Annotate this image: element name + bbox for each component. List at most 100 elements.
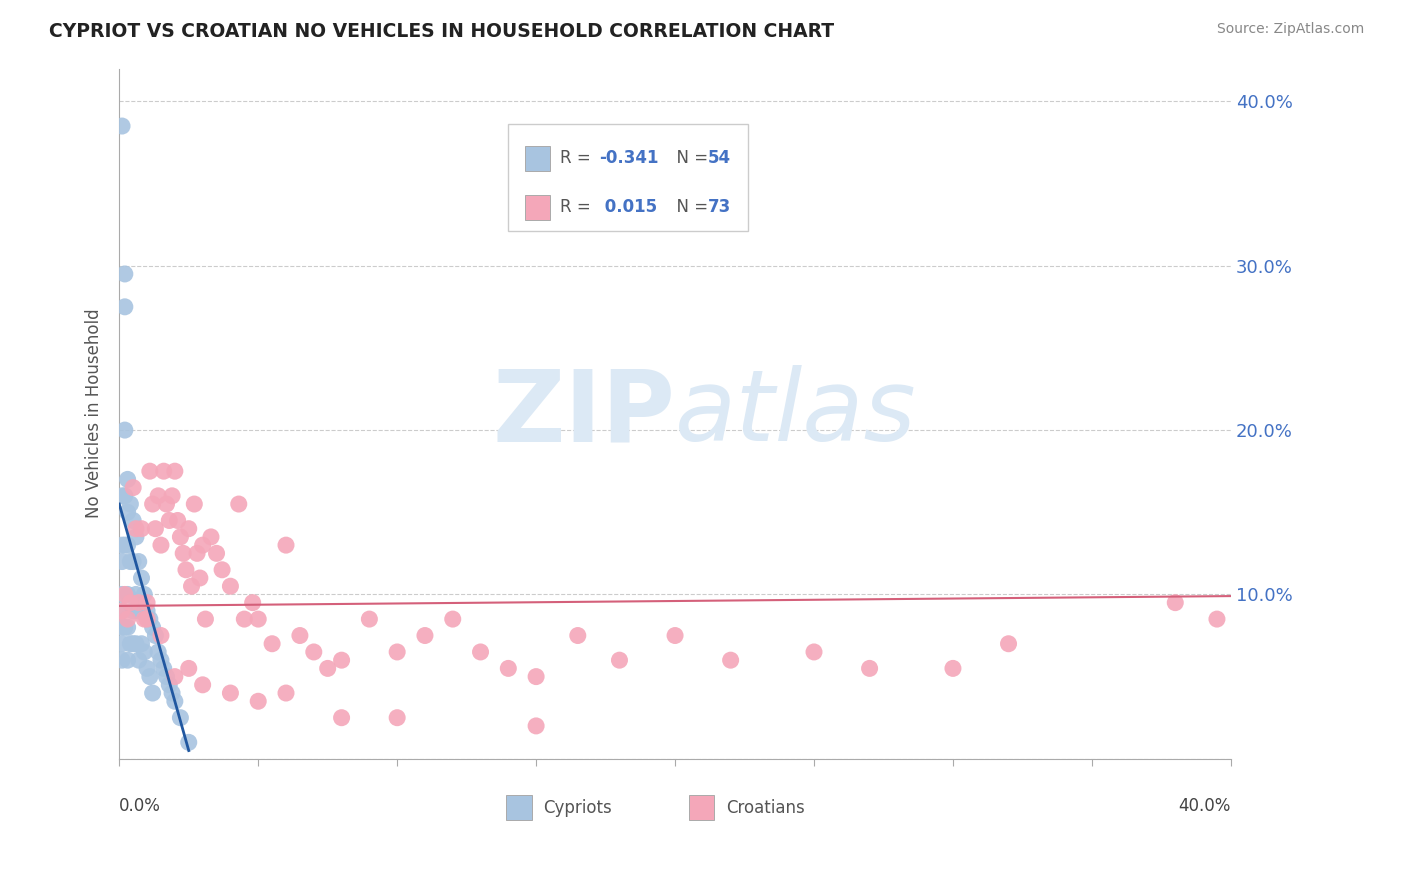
Point	[160, 686, 183, 700]
Point	[359, 612, 381, 626]
Point	[117, 472, 139, 486]
Point	[145, 522, 167, 536]
Point	[233, 612, 256, 626]
Point	[330, 711, 353, 725]
Point	[169, 530, 191, 544]
Point	[274, 538, 297, 552]
Point	[155, 497, 177, 511]
Point	[247, 612, 270, 626]
Point	[111, 620, 134, 634]
Point	[163, 694, 186, 708]
Point	[114, 620, 136, 634]
Point	[157, 678, 180, 692]
Point	[149, 538, 172, 552]
Point	[131, 637, 153, 651]
Point	[188, 571, 211, 585]
Point	[242, 596, 264, 610]
Text: R =: R =	[560, 149, 596, 168]
Text: 40.0%: 40.0%	[1178, 797, 1230, 814]
Point	[128, 653, 150, 667]
Point	[136, 604, 159, 618]
Point	[145, 628, 167, 642]
Point	[131, 522, 153, 536]
Point	[211, 563, 233, 577]
Point	[114, 538, 136, 552]
Point	[172, 546, 194, 560]
Point	[120, 497, 142, 511]
Point	[128, 555, 150, 569]
Point	[111, 119, 134, 133]
Point	[122, 555, 145, 569]
Point	[191, 538, 214, 552]
Text: 54: 54	[707, 149, 731, 168]
Point	[111, 555, 134, 569]
Point	[117, 505, 139, 519]
Text: Source: ZipAtlas.com: Source: ZipAtlas.com	[1216, 22, 1364, 37]
Point	[111, 538, 134, 552]
Point	[111, 604, 134, 618]
Point	[1206, 612, 1229, 626]
Text: 73: 73	[707, 198, 731, 216]
Point	[117, 620, 139, 634]
Point	[122, 637, 145, 651]
Point	[111, 604, 134, 618]
Point	[942, 661, 965, 675]
Point	[152, 464, 174, 478]
Point	[131, 571, 153, 585]
Point	[186, 546, 208, 560]
Point	[117, 587, 139, 601]
Point	[149, 628, 172, 642]
Point	[177, 735, 200, 749]
Point	[803, 645, 825, 659]
Point	[117, 538, 139, 552]
Point	[111, 653, 134, 667]
Point	[125, 587, 148, 601]
Point	[219, 579, 242, 593]
Text: N =: N =	[665, 198, 713, 216]
Point	[120, 637, 142, 651]
Point	[191, 678, 214, 692]
Text: ZIP: ZIP	[492, 365, 675, 462]
Point	[125, 637, 148, 651]
Point	[139, 464, 162, 478]
Point	[136, 661, 159, 675]
Point	[183, 497, 205, 511]
Point	[247, 694, 270, 708]
Text: N =: N =	[665, 149, 713, 168]
Point	[122, 604, 145, 618]
Point	[524, 670, 547, 684]
Point	[134, 645, 156, 659]
Point	[122, 481, 145, 495]
Point	[111, 587, 134, 601]
Point	[148, 489, 170, 503]
Point	[1164, 596, 1187, 610]
Point	[128, 596, 150, 610]
Point	[316, 661, 339, 675]
Point	[148, 645, 170, 659]
Point	[180, 579, 202, 593]
Point	[111, 489, 134, 503]
Point	[163, 464, 186, 478]
Point	[114, 489, 136, 503]
Text: CYPRIOT VS CROATIAN NO VEHICLES IN HOUSEHOLD CORRELATION CHART: CYPRIOT VS CROATIAN NO VEHICLES IN HOUSE…	[49, 22, 834, 41]
Point	[524, 719, 547, 733]
Point	[385, 645, 408, 659]
Point	[720, 653, 742, 667]
Point	[194, 612, 217, 626]
Point	[117, 653, 139, 667]
Text: atlas: atlas	[675, 365, 917, 462]
Point	[142, 620, 165, 634]
Point	[205, 546, 228, 560]
Text: Cypriots: Cypriots	[543, 799, 612, 817]
Point	[609, 653, 631, 667]
Point	[122, 513, 145, 527]
Point	[114, 587, 136, 601]
Point	[288, 628, 311, 642]
Point	[163, 670, 186, 684]
Point	[120, 596, 142, 610]
Point	[228, 497, 250, 511]
Point	[139, 670, 162, 684]
Point	[120, 555, 142, 569]
Point	[114, 267, 136, 281]
Point	[142, 686, 165, 700]
